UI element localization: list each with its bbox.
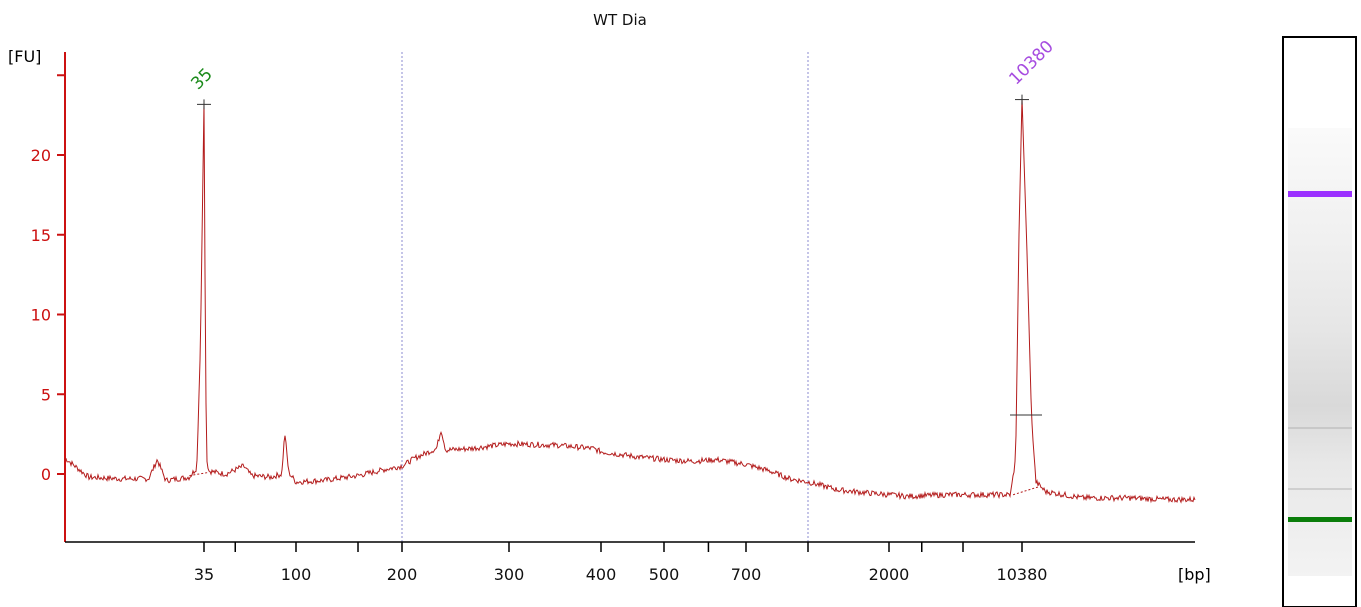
y-tick-label: 20 [31, 146, 51, 165]
y-tick-label: 0 [41, 465, 51, 484]
y-axis-unit: [FU] [8, 47, 41, 66]
chart-title: WT Dia [593, 11, 647, 29]
y-tick-label: 5 [41, 385, 51, 404]
gel-lane [1282, 36, 1357, 607]
x-tick-label: 200 [387, 565, 418, 584]
peak-baseline [189, 471, 209, 477]
gel-band-upper-marker [1288, 191, 1352, 197]
y-tick-label: 10 [31, 306, 51, 325]
x-tick-label: 35 [194, 565, 214, 584]
peak-label: 35 [187, 64, 216, 93]
peak-baseline [1012, 486, 1039, 496]
gel-faint-band [1288, 427, 1352, 429]
gel-band-lower-marker [1288, 517, 1352, 522]
x-tick-label: 400 [586, 565, 617, 584]
x-tick-label: 500 [649, 565, 680, 584]
x-tick-label: 2000 [869, 565, 910, 584]
x-tick-label: 10380 [997, 565, 1048, 584]
x-axis-unit: [bp] [1178, 565, 1211, 584]
y-tick-label: 15 [31, 226, 51, 245]
x-tick-label: 100 [281, 565, 312, 584]
gel-faint-band [1288, 488, 1352, 490]
gel-lane-smear [1288, 128, 1352, 576]
x-tick-label: 700 [731, 565, 762, 584]
x-tick-label: 300 [494, 565, 525, 584]
peak-label: 10380 [1005, 37, 1057, 89]
electropherogram-trace [64, 97, 1196, 504]
